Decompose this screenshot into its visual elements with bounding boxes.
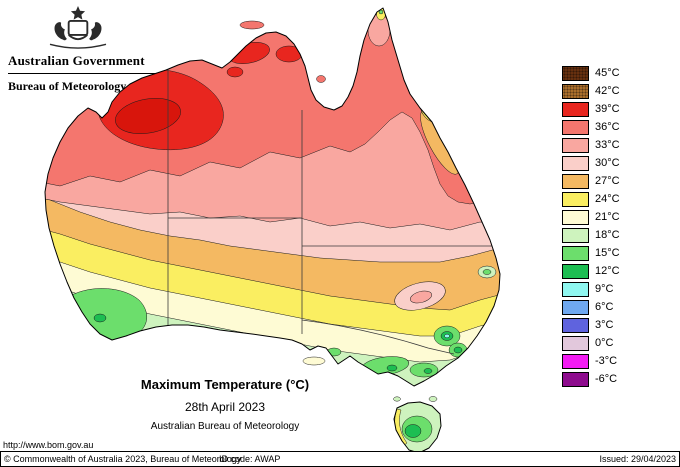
legend-row-0: 0°C bbox=[562, 334, 620, 352]
legend-row-9: 9°C bbox=[562, 280, 620, 298]
header-divider bbox=[8, 73, 160, 74]
copyright-text: © Commonwealth of Australia 2023, Bureau… bbox=[4, 454, 242, 464]
legend-row-12: 12°C bbox=[562, 262, 620, 280]
legend-swatch--3 bbox=[562, 353, 589, 369]
legend-row-45: 45°C bbox=[562, 64, 620, 82]
legend-label-39: 39°C bbox=[595, 103, 620, 115]
coat-of-arms-icon bbox=[49, 6, 107, 49]
legend-swatch-27 bbox=[562, 173, 589, 189]
legend-label-6: 6°C bbox=[595, 301, 614, 313]
map-source: Australian Bureau of Meteorology bbox=[150, 421, 300, 432]
legend-label-18: 18°C bbox=[595, 229, 620, 241]
legend-swatch-12 bbox=[562, 263, 589, 279]
state-borders bbox=[167, 60, 498, 355]
legend-swatch-33 bbox=[562, 137, 589, 153]
legend-swatch-3 bbox=[562, 317, 589, 333]
legend-row--6: -6°C bbox=[562, 370, 620, 388]
legend-row-42: 42°C bbox=[562, 82, 620, 100]
legend-row-6: 6°C bbox=[562, 298, 620, 316]
legend-swatch-9 bbox=[562, 281, 589, 297]
legend-label-12: 12°C bbox=[595, 265, 620, 277]
map-title: Maximum Temperature (°C) bbox=[140, 377, 310, 392]
legend-swatch--6 bbox=[562, 371, 589, 387]
legend-swatch-6 bbox=[562, 299, 589, 315]
legend-row-27: 27°C bbox=[562, 172, 620, 190]
issued-text: Issued: 29/04/2023 bbox=[599, 454, 676, 464]
legend-swatch-45 bbox=[562, 65, 589, 81]
legend-row-24: 24°C bbox=[562, 190, 620, 208]
legend-swatch-36 bbox=[562, 119, 589, 135]
legend: 45°C 42°C 39°C 36°C 33°C 30°C 27°C 24°C 21°C 18°C… bbox=[562, 64, 620, 388]
mainland-coastline bbox=[44, 7, 501, 387]
legend-label-36: 36°C bbox=[595, 121, 620, 133]
temperature-map bbox=[44, 7, 501, 454]
legend-swatch-39 bbox=[562, 101, 589, 117]
legend-swatch-24 bbox=[562, 191, 589, 207]
legend-label-21: 21°C bbox=[595, 211, 620, 223]
legend-label-30: 30°C bbox=[595, 157, 620, 169]
legend-label-9: 9°C bbox=[595, 283, 614, 295]
legend-swatch-18 bbox=[562, 227, 589, 243]
legend-label-0: 0°C bbox=[595, 337, 614, 349]
footer-bar: © Commonwealth of Australia 2023, Bureau… bbox=[0, 451, 680, 467]
bom-url[interactable]: http://www.bom.gov.au bbox=[3, 440, 94, 450]
legend-row-33: 33°C bbox=[562, 136, 620, 154]
bureau-title: Bureau of Meteorology bbox=[8, 79, 127, 93]
legend-row-15: 15°C bbox=[562, 244, 620, 262]
legend-row-36: 36°C bbox=[562, 118, 620, 136]
agency-header: Australian Government Bureau of Meteorol… bbox=[8, 4, 178, 94]
id-code-text: ID code: AWAP bbox=[219, 454, 281, 464]
legend-row-3: 3°C bbox=[562, 316, 620, 334]
legend-label-45: 45°C bbox=[595, 67, 620, 79]
legend-row-30: 30°C bbox=[562, 154, 620, 172]
legend-label-33: 33°C bbox=[595, 139, 620, 151]
legend-swatch-0 bbox=[562, 335, 589, 351]
legend-swatch-30 bbox=[562, 155, 589, 171]
legend-row--3: -3°C bbox=[562, 352, 620, 370]
legend-swatch-15 bbox=[562, 245, 589, 261]
legend-label-27: 27°C bbox=[595, 175, 620, 187]
legend-row-39: 39°C bbox=[562, 100, 620, 118]
map-date: 28th April 2023 bbox=[184, 400, 266, 414]
tasmania-coastline bbox=[393, 401, 442, 454]
legend-label--6: -6°C bbox=[595, 373, 618, 385]
legend-label--3: -3°C bbox=[595, 355, 618, 367]
islands bbox=[239, 20, 438, 402]
legend-swatch-21 bbox=[562, 209, 589, 225]
legend-swatch-42 bbox=[562, 83, 589, 99]
legend-row-21: 21°C bbox=[562, 208, 620, 226]
legend-label-42: 42°C bbox=[595, 85, 620, 97]
map-caption: Maximum Temperature (°C) 28th April 2023… bbox=[40, 377, 410, 432]
legend-row-18: 18°C bbox=[562, 226, 620, 244]
government-title: Australian Government bbox=[8, 53, 145, 68]
legend-label-3: 3°C bbox=[595, 319, 614, 331]
legend-label-15: 15°C bbox=[595, 247, 620, 259]
legend-label-24: 24°C bbox=[595, 193, 620, 205]
